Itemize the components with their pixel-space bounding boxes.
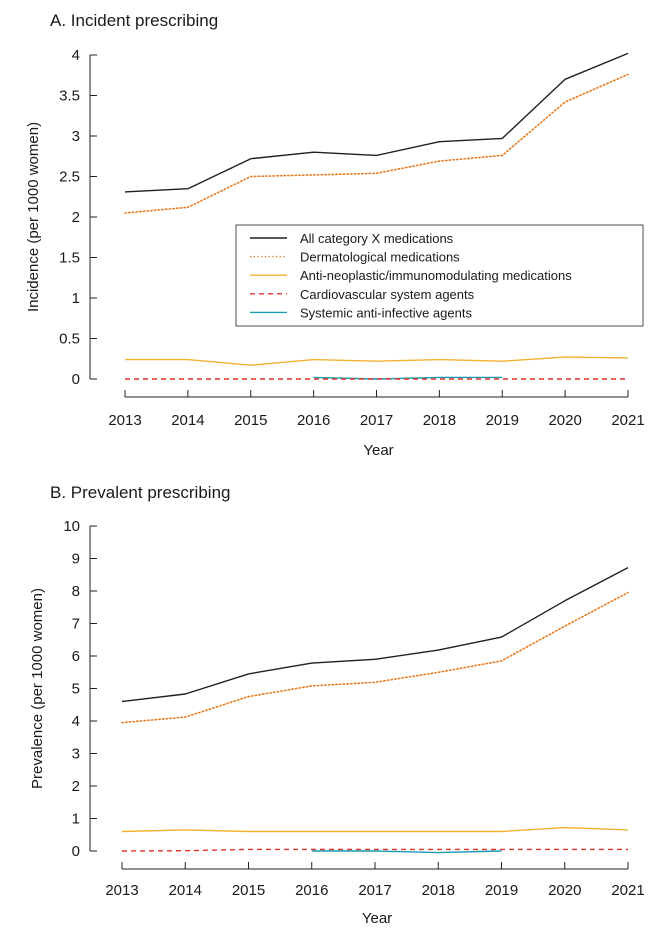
series-line bbox=[121, 566, 629, 703]
y-tick-label: 3 bbox=[72, 746, 80, 763]
series-line bbox=[121, 848, 628, 852]
series-line bbox=[313, 376, 503, 380]
y-tick-label: 9 bbox=[72, 551, 80, 568]
x-axis-label: Year bbox=[362, 910, 392, 927]
series-line bbox=[124, 52, 629, 193]
x-tick-label: 2014 bbox=[169, 882, 202, 899]
x-tick-label: 2020 bbox=[548, 882, 581, 899]
y-tick-label: 2 bbox=[72, 209, 80, 226]
y-axis-label: Incidence (per 1000 women) bbox=[25, 122, 42, 312]
y-tick-label: 0 bbox=[72, 371, 80, 388]
y-tick-label: 4 bbox=[72, 713, 80, 730]
x-tick-label: 2015 bbox=[232, 882, 265, 899]
y-tick-label: 3.5 bbox=[59, 88, 80, 105]
y-tick-label: 3 bbox=[72, 128, 80, 145]
x-tick-label: 2019 bbox=[485, 882, 518, 899]
y-tick-label: 0 bbox=[72, 843, 80, 860]
y-tick-label: 1.5 bbox=[59, 250, 80, 267]
series-line bbox=[125, 356, 629, 366]
series-line bbox=[124, 73, 629, 214]
x-tick-label: 2015 bbox=[234, 412, 267, 429]
x-axis-label: Year bbox=[363, 442, 393, 459]
y-tick-label: 7 bbox=[72, 616, 80, 633]
legend-box bbox=[235, 224, 644, 327]
y-axis-label: Prevalence (per 1000 women) bbox=[29, 588, 46, 789]
series-line bbox=[121, 591, 629, 724]
legend: All category X medications Dermatological… bbox=[235, 224, 644, 327]
series-line bbox=[121, 826, 629, 833]
x-tick-label: 2018 bbox=[423, 412, 456, 429]
x-tick-label: 2019 bbox=[486, 412, 519, 429]
y-tick-label: 4 bbox=[72, 47, 80, 64]
y-tick-label: 1 bbox=[72, 811, 80, 828]
panel-b-prevalent-prescribing: B. Prevalent prescribing 0 1 2 3 4 5 6 7 8 9 10 201… bbox=[29, 483, 645, 927]
x-tick-label: 2013 bbox=[108, 412, 141, 429]
y-tick-label: 1 bbox=[72, 290, 80, 307]
y-tick-label: 6 bbox=[72, 648, 80, 665]
x-tick-label: 2021 bbox=[611, 412, 644, 429]
legend-label: Systemic anti-infective agents bbox=[300, 305, 472, 320]
panel-a-title: A. Incident prescribing bbox=[50, 11, 218, 30]
x-tick-label: 2017 bbox=[358, 882, 391, 899]
panel-a-incident-prescribing: A. Incident prescribing 0 0.5 1 1.5 2 2.5 3 3.5… bbox=[25, 11, 645, 459]
y-tick-label: 8 bbox=[72, 583, 80, 600]
legend-label: Anti-neoplastic/immunomodulating medicat… bbox=[300, 268, 572, 283]
x-tick-label: 2013 bbox=[105, 882, 138, 899]
x-tick-label: 2018 bbox=[422, 882, 455, 899]
y-tick-label: 10 bbox=[63, 518, 80, 535]
panel-b-title: B. Prevalent prescribing bbox=[50, 483, 230, 502]
y-tick-label: 2.5 bbox=[59, 169, 80, 186]
y-tick-label: 2 bbox=[72, 778, 80, 795]
series-line bbox=[311, 850, 502, 854]
x-tick-label: 2016 bbox=[295, 882, 328, 899]
x-tick-label: 2021 bbox=[611, 882, 644, 899]
x-tick-label: 2016 bbox=[297, 412, 330, 429]
legend-label: All category X medications bbox=[300, 231, 454, 246]
y-tick-label: 5 bbox=[72, 681, 80, 698]
legend-label: Dermatological medications bbox=[300, 250, 460, 265]
legend-label: Cardiovascular system agents bbox=[300, 287, 475, 302]
x-tick-label: 2020 bbox=[548, 412, 581, 429]
y-tick-label: 0.5 bbox=[59, 331, 80, 348]
x-tick-label: 2014 bbox=[171, 412, 204, 429]
x-tick-label: 2017 bbox=[360, 412, 393, 429]
